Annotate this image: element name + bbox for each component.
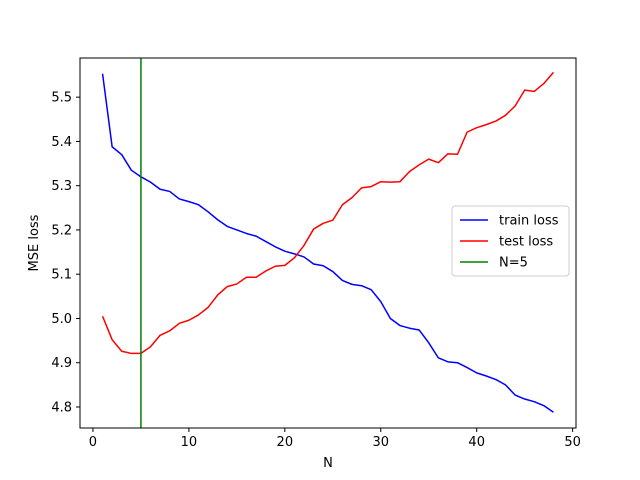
y-axis-label: MSE loss <box>27 214 42 271</box>
y-tick-label: 5.0 <box>51 312 72 327</box>
x-tick-label: 40 <box>468 435 485 450</box>
x-axis-ticks: 0 10 20 30 40 50 <box>89 428 581 450</box>
x-tick-label: 50 <box>564 435 581 450</box>
legend: train loss test loss N=5 <box>451 205 570 277</box>
series-line-train-loss <box>101 73 554 413</box>
plot-frame <box>79 57 577 429</box>
y-tick-label: 5.5 <box>51 91 72 106</box>
series-line-test-loss <box>101 71 555 355</box>
legend-label-train-loss: train loss <box>499 214 559 229</box>
y-tick-label: 4.9 <box>51 356 72 371</box>
y-tick-label: 5.4 <box>51 135 72 150</box>
y-tick-label: 4.8 <box>51 400 72 415</box>
plot-lines <box>101 58 555 428</box>
y-tick-label: 5.1 <box>51 268 72 283</box>
x-tick-label: 10 <box>181 435 198 450</box>
legend-label-test-loss: test loss <box>499 235 553 250</box>
y-tick-label: 5.2 <box>51 223 72 238</box>
x-tick-label: 0 <box>89 435 97 450</box>
y-tick-label: 5.3 <box>51 179 72 194</box>
legend-box <box>451 205 570 277</box>
x-axis-label: N <box>323 456 333 471</box>
x-tick-label: 30 <box>372 435 389 450</box>
legend-label-n5: N=5 <box>499 256 528 271</box>
y-axis-ticks: 4.8 4.9 5.0 5.1 5.2 5.3 5.4 5.5 <box>51 91 80 415</box>
x-tick-label: 20 <box>277 435 294 450</box>
